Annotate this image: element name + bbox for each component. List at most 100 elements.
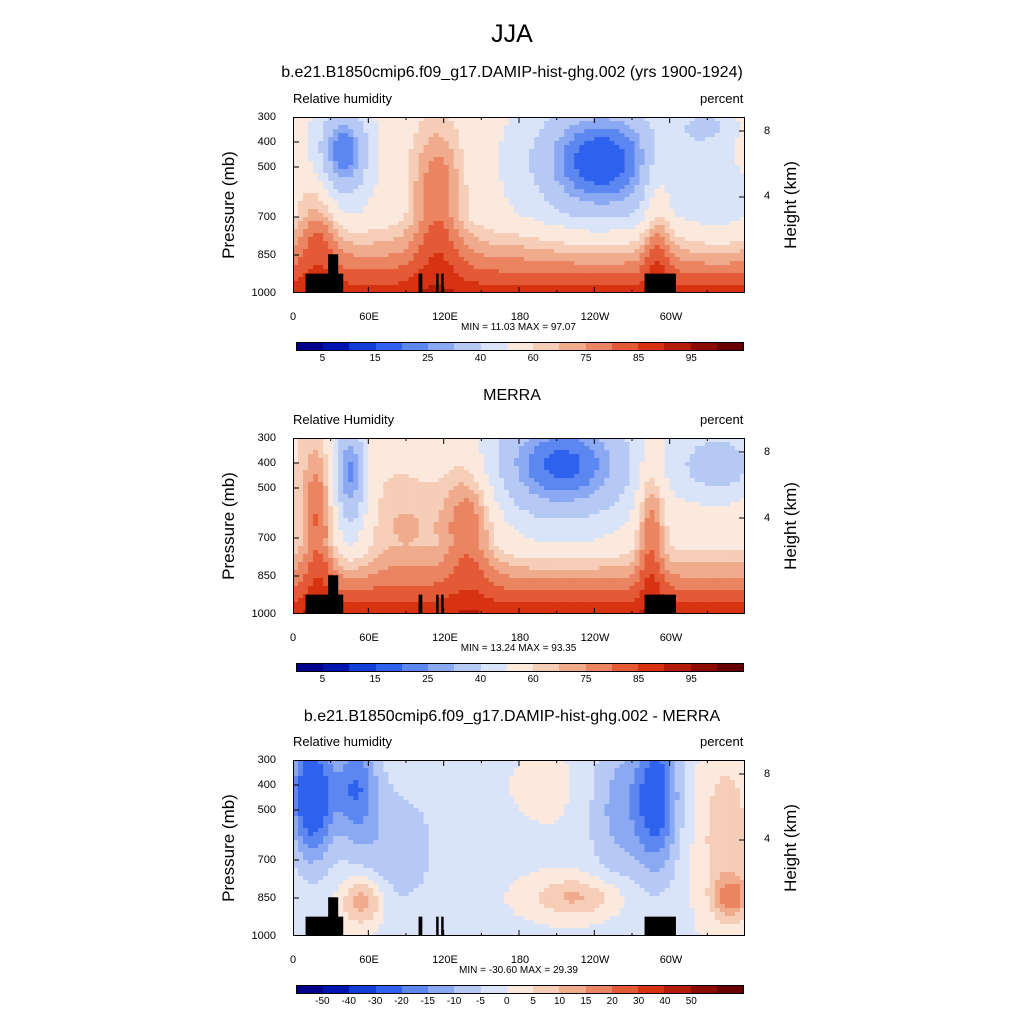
contour-cell	[318, 169, 324, 174]
contour-cell	[734, 169, 741, 174]
contour-cell	[659, 213, 666, 218]
contour-cell	[498, 217, 505, 222]
contour-cell	[654, 265, 661, 270]
contour-cell	[403, 153, 410, 158]
contour-cell	[368, 245, 374, 250]
contour-cell	[423, 201, 430, 206]
contour-cell	[438, 193, 445, 198]
contour-cell	[669, 221, 676, 226]
contour-cell	[724, 157, 731, 162]
contour-cell	[564, 233, 570, 238]
contour-cell	[378, 145, 384, 150]
contour-cell	[609, 177, 615, 182]
contour-cell	[358, 205, 364, 210]
contour-cell	[323, 237, 329, 242]
contour-cell	[398, 530, 404, 535]
contour-cell	[378, 478, 384, 483]
contour-cell	[569, 181, 575, 186]
contour-cell	[584, 221, 590, 226]
contour-cell	[383, 173, 389, 178]
contour-cell	[368, 269, 374, 274]
contour-cell	[448, 153, 455, 158]
contour-cell	[373, 173, 379, 178]
contour-cell	[313, 141, 319, 146]
contour-cell	[478, 121, 485, 126]
contour-cell	[303, 177, 309, 182]
contour-cell	[699, 197, 706, 202]
contour-cell	[659, 117, 666, 122]
contour-cell	[629, 129, 636, 134]
contour-cell	[313, 241, 319, 246]
contour-cell	[363, 534, 369, 539]
contour-cell	[649, 237, 656, 242]
contour-cell	[508, 137, 515, 142]
contour-cell	[413, 169, 420, 174]
contour-cell	[704, 221, 711, 226]
contour-cell	[438, 157, 445, 162]
contour-cell	[403, 269, 410, 274]
contour-cell	[619, 201, 625, 206]
contour-cell	[508, 249, 515, 254]
contour-cell	[519, 201, 525, 206]
contour-cell	[549, 229, 555, 234]
contour-cell	[478, 213, 485, 218]
contour-cell	[539, 169, 545, 174]
contour-cell	[584, 157, 590, 162]
contour-cell	[318, 253, 324, 258]
contour-cell	[378, 610, 384, 614]
contour-cell	[519, 117, 525, 122]
contour-cell	[373, 450, 379, 455]
contour-cell	[323, 269, 329, 274]
contour-cell	[624, 209, 630, 214]
contour-cell	[483, 121, 490, 126]
contour-cell	[388, 173, 394, 178]
contour-cell	[734, 217, 741, 222]
contour-cell	[373, 526, 379, 531]
contour-cell	[358, 582, 364, 587]
contour-cell	[328, 506, 334, 511]
contour-cell	[589, 189, 595, 194]
contour-cell	[659, 189, 666, 194]
contour-cell	[654, 169, 661, 174]
contour-cell	[478, 245, 485, 250]
contour-cell	[609, 197, 615, 202]
contour-cell	[373, 454, 379, 459]
contour-cell	[338, 269, 344, 274]
contour-cell	[368, 582, 374, 587]
contour-cell	[609, 233, 615, 238]
contour-cell	[463, 225, 470, 230]
contour-cell	[689, 165, 696, 170]
contour-cell	[403, 221, 410, 226]
contour-cell	[328, 193, 334, 198]
contour-cell	[383, 590, 389, 595]
contour-cell	[679, 237, 686, 242]
contour-cell	[333, 153, 339, 158]
contour-cell	[333, 133, 339, 138]
contour-cell	[478, 221, 485, 226]
contour-cell	[569, 221, 575, 226]
contour-cell	[609, 201, 615, 206]
contour-cell	[483, 153, 490, 158]
contour-cell	[338, 466, 344, 471]
contour-cell	[353, 249, 359, 254]
contour-cell	[559, 261, 565, 266]
contour-cell	[614, 289, 620, 293]
contour-cell	[478, 253, 485, 258]
contour-cell	[373, 438, 379, 443]
contour-cell	[604, 141, 610, 146]
contour-cell	[453, 245, 460, 250]
contour-cell	[483, 273, 490, 278]
contour-cell	[724, 265, 731, 270]
contour-cell	[584, 181, 590, 186]
contour-cell	[398, 494, 404, 499]
contour-cell	[478, 161, 485, 166]
contour-cell	[338, 582, 344, 587]
contour-cell	[348, 474, 354, 479]
contour-cell	[373, 141, 379, 146]
contour-cell	[458, 229, 465, 234]
contour-cell	[298, 153, 304, 158]
contour-cell	[323, 153, 329, 158]
contour-cell	[368, 442, 374, 447]
contour-cell	[303, 233, 309, 238]
contour-cell	[348, 261, 354, 266]
